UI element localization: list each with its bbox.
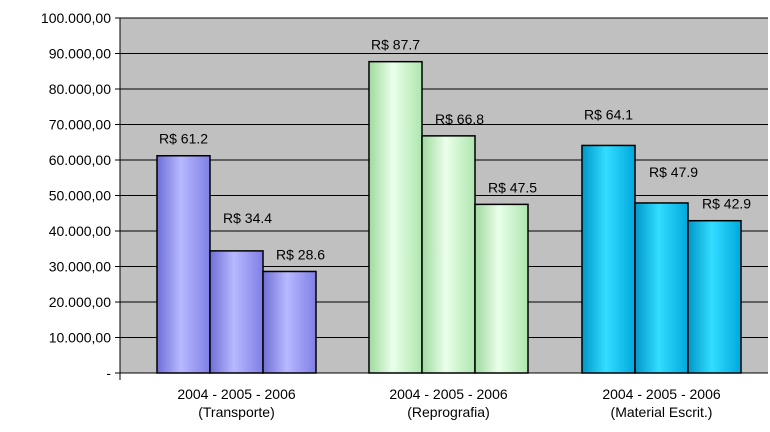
category-label-years: 2004 - 2005 - 2006: [389, 386, 508, 402]
data-label: R$ 87.7: [371, 37, 420, 53]
y-tick-label: 80.000,00: [49, 81, 111, 97]
y-tick-label: 70.000,00: [49, 117, 111, 133]
data-label: R$ 42.9: [702, 196, 751, 212]
bar-transporte-2004: [156, 154, 211, 374]
category-label: 2004 - 2005 - 2006 (Material Escrit.): [562, 385, 762, 421]
y-tick-label: 10.000,00: [49, 330, 111, 346]
y-tick-label: -: [106, 365, 111, 381]
y-tick-label: 60.000,00: [49, 152, 111, 168]
y-tick-label: 20.000,00: [49, 294, 111, 310]
bar-reprografia-2004: [368, 60, 423, 374]
y-tick-label: 30.000,00: [49, 259, 111, 275]
y-tick-label: 40.000,00: [49, 223, 111, 239]
bar-transporte-2006: [262, 270, 317, 374]
category-label: 2004 - 2005 - 2006 (Transporte): [137, 385, 337, 421]
data-label: R$ 61.2: [159, 131, 208, 147]
bar-material-escrit--2004: [581, 144, 636, 374]
data-label: R$ 47.5: [488, 179, 537, 195]
category-label-name: (Transporte): [198, 404, 275, 420]
bar-material-escrit--2006: [687, 219, 742, 374]
data-label: R$ 28.6: [276, 246, 325, 262]
y-axis: - 10.000,00 20.000,00 30.000,00 40.000,00 50.…: [41, 10, 768, 381]
category-label: 2004 - 2005 - 2006 (Reprografia): [349, 385, 549, 421]
category-label-years: 2004 - 2005 - 2006: [602, 386, 721, 402]
category-label-name: (Material Escrit.): [610, 404, 713, 420]
data-label: R$ 47.9: [649, 164, 698, 180]
bar-transporte-2005: [209, 250, 264, 374]
bar-reprografia-2006: [474, 203, 529, 374]
data-label: R$ 64.1: [584, 106, 633, 122]
bar-reprografia-2005: [421, 135, 476, 374]
bars: [156, 60, 742, 374]
category-label-years: 2004 - 2005 - 2006: [177, 386, 296, 402]
data-label: R$ 66.8: [435, 111, 484, 127]
data-labels: R$ 61.2 R$ 34.4 R$ 28.6 R$ 87.7 R$ 66.8 R$ 47…: [159, 37, 751, 263]
y-tick-label: 50.000,00: [49, 188, 111, 204]
data-label: R$ 34.4: [223, 210, 272, 226]
y-tick-label: 100.000,00: [41, 10, 111, 26]
bar-material-escrit--2005: [634, 202, 689, 374]
category-label-name: (Reprografia): [407, 404, 490, 420]
y-tick-label: 90.000,00: [49, 46, 111, 62]
